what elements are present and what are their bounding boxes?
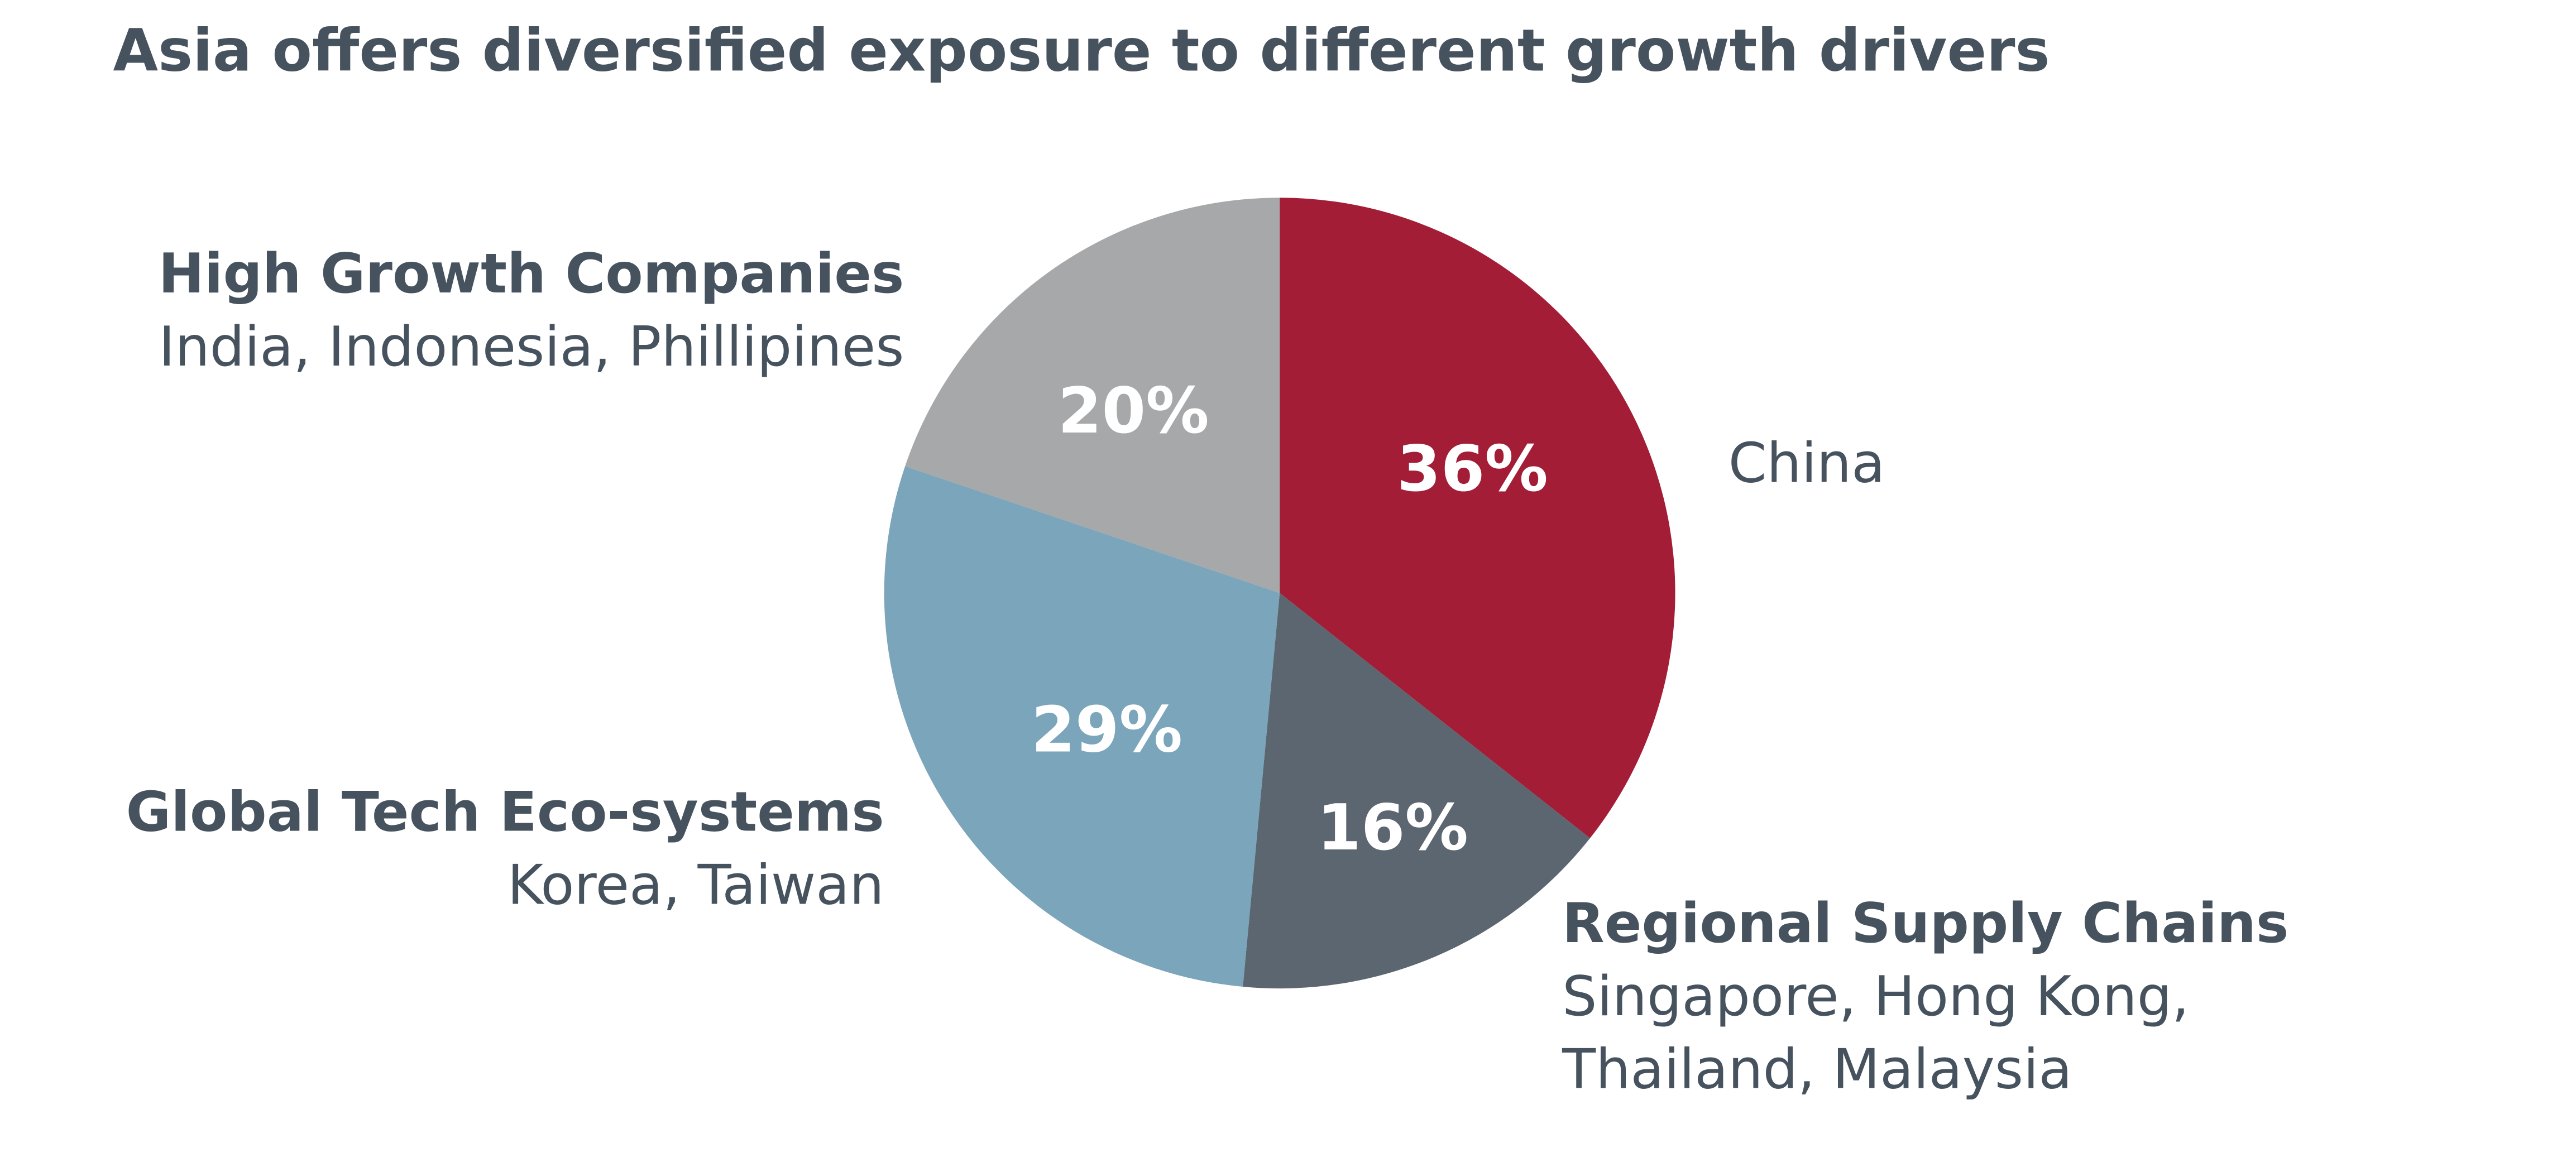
value-label: 36% xyxy=(1397,432,1548,506)
category-label: Global Tech Eco-systems xyxy=(126,780,884,844)
pie-slice xyxy=(884,466,1280,987)
category-label: Regional Supply Chains xyxy=(1562,892,2288,955)
value-label: 16% xyxy=(1317,791,1468,864)
pie-slice xyxy=(1280,198,1675,838)
category-label: High Growth Companies xyxy=(159,242,904,306)
category-description: Singapore, Hong Kong, xyxy=(1562,965,2189,1029)
category-label: China xyxy=(1728,431,1885,495)
category-description: Thailand, Malaysia xyxy=(1562,1038,2072,1102)
pie-slice xyxy=(1243,593,1590,989)
pie-slice xyxy=(905,198,1280,593)
value-label: 29% xyxy=(1031,693,1182,766)
category-description: India, Indonesia, Phillipines xyxy=(159,315,904,379)
chart-title: Asia offers diversified exposure to diff… xyxy=(113,17,2050,85)
value-label: 20% xyxy=(1058,374,1209,448)
category-description: Korea, Taiwan xyxy=(507,853,884,917)
